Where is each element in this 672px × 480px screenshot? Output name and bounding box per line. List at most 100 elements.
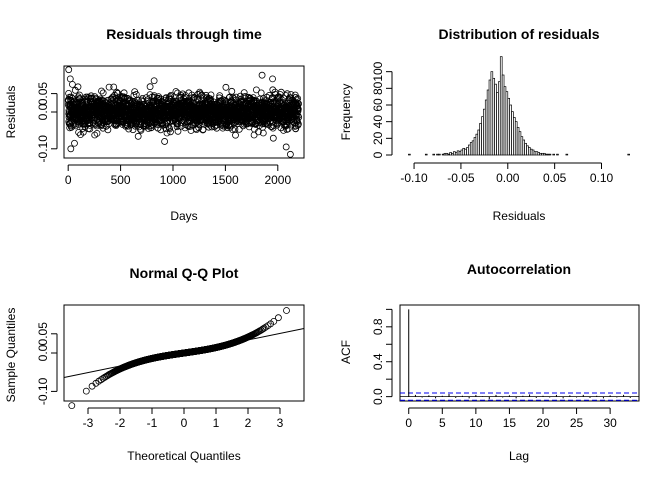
x-tick-label: 1000	[160, 173, 187, 187]
residual-point	[257, 89, 265, 97]
residual-point	[280, 126, 287, 134]
x-tick-label: 5	[439, 416, 446, 430]
x-tick-label: -0.10	[400, 171, 428, 185]
qq-point	[283, 307, 290, 314]
residual-point	[65, 66, 73, 74]
residual-point	[91, 131, 99, 139]
residual-point	[79, 128, 87, 136]
residual-point	[174, 89, 181, 97]
residual-point	[258, 71, 266, 79]
x-tick-label: 1	[213, 416, 220, 430]
qq-point	[262, 323, 270, 331]
y-tick-label: 40	[371, 115, 385, 129]
chart-title: Residuals through time	[106, 26, 262, 42]
residual-point	[165, 94, 173, 101]
residual-point	[267, 99, 275, 106]
residual-point	[270, 122, 278, 129]
residual-point	[283, 121, 291, 129]
residual-point	[132, 91, 140, 98]
residual-point	[86, 125, 94, 133]
y-axis: -0.10 0.00.05	[36, 82, 58, 163]
y-tick-label: 0.4	[371, 353, 385, 370]
residual-point	[120, 93, 128, 101]
y-tick-label: 0.0	[36, 103, 50, 120]
acf-spikes	[400, 309, 639, 401]
residual-point	[223, 100, 231, 108]
x-tick-label: 30	[603, 416, 617, 430]
y-tick-label: 0.8	[371, 318, 385, 335]
histogram-bar	[548, 153, 552, 156]
histogram-bar	[432, 153, 436, 156]
residual-point	[268, 123, 276, 130]
residual-point	[226, 124, 234, 131]
residual-point	[66, 75, 74, 83]
residual-point	[76, 91, 83, 99]
residual-point	[195, 124, 203, 132]
residual-point	[207, 91, 215, 99]
x-tick-label: 0	[405, 416, 412, 430]
y-tick-label: 100	[371, 61, 385, 81]
x-tick-label: 2	[245, 416, 252, 430]
histogram-bar	[565, 153, 569, 156]
residual-point	[115, 100, 123, 108]
y-axis-label: Residuals	[4, 86, 18, 139]
residual-point	[161, 138, 169, 145]
residual-point	[105, 83, 113, 91]
residual-point	[240, 89, 248, 96]
x-tick-label: -0.05	[447, 171, 475, 185]
residual-point	[99, 89, 107, 97]
qq-point	[274, 314, 282, 322]
panel-residuals-through-time: Residuals through time Days Residuals 0 5…	[4, 26, 305, 223]
y-axis-label: ACF	[339, 340, 353, 364]
qq-point	[82, 387, 90, 395]
chart-title: Autocorrelation	[467, 261, 571, 277]
residual-point	[294, 95, 302, 102]
plot-frame	[399, 304, 640, 402]
residual-point	[67, 145, 75, 153]
residual-point	[167, 92, 175, 99]
x-tick-label: 20	[536, 416, 550, 430]
residual-point	[177, 122, 185, 130]
residual-point	[294, 105, 302, 113]
y-axis-label: Frequency	[339, 84, 353, 141]
panel-distribution-of-residuals: Distribution of residuals Residuals Freq…	[339, 26, 630, 223]
qq-reference-line	[63, 328, 305, 378]
residual-point	[286, 150, 294, 158]
histogram-bar	[424, 153, 428, 156]
x-tick-label: 0.00	[496, 171, 520, 185]
y-tick-label: -0.10	[36, 135, 50, 163]
x-tick-label: 3	[277, 416, 284, 430]
residual-point	[269, 134, 277, 142]
residual-point	[241, 93, 249, 100]
histogram-bar	[408, 153, 411, 156]
residual-point	[291, 91, 299, 99]
x-tick-label: -2	[115, 416, 126, 430]
y-tick-label: 0.05	[36, 82, 50, 106]
y-tick-label: -0.10	[36, 377, 50, 405]
residual-point	[173, 123, 181, 131]
x-tick-label: 25	[570, 416, 584, 430]
x-axis-label: Lag	[509, 449, 529, 463]
residual-point	[98, 87, 105, 95]
residual-point	[294, 120, 302, 128]
residual-point	[232, 131, 239, 139]
x-axis: 0 5 10 15 20 25 30	[405, 407, 617, 430]
residual-point	[174, 127, 182, 135]
y-tick-label: 0	[371, 151, 385, 158]
residual-point	[232, 93, 240, 101]
residual-point	[125, 125, 133, 133]
histogram-bar	[627, 153, 630, 156]
residual-point	[124, 95, 132, 102]
y-axis-label: Sample Quantiles	[4, 308, 18, 403]
x-axis: -0.10 -0.05 0.00 0.05 0.10	[400, 162, 614, 185]
residual-point	[150, 77, 158, 85]
residual-point	[284, 125, 292, 133]
residual-point	[113, 88, 120, 96]
chart-title: Distribution of residuals	[438, 26, 599, 42]
residual-point	[74, 83, 82, 91]
y-tick-label: 20	[371, 131, 385, 145]
residual-point	[259, 129, 267, 137]
x-tick-label: 500	[111, 173, 131, 187]
